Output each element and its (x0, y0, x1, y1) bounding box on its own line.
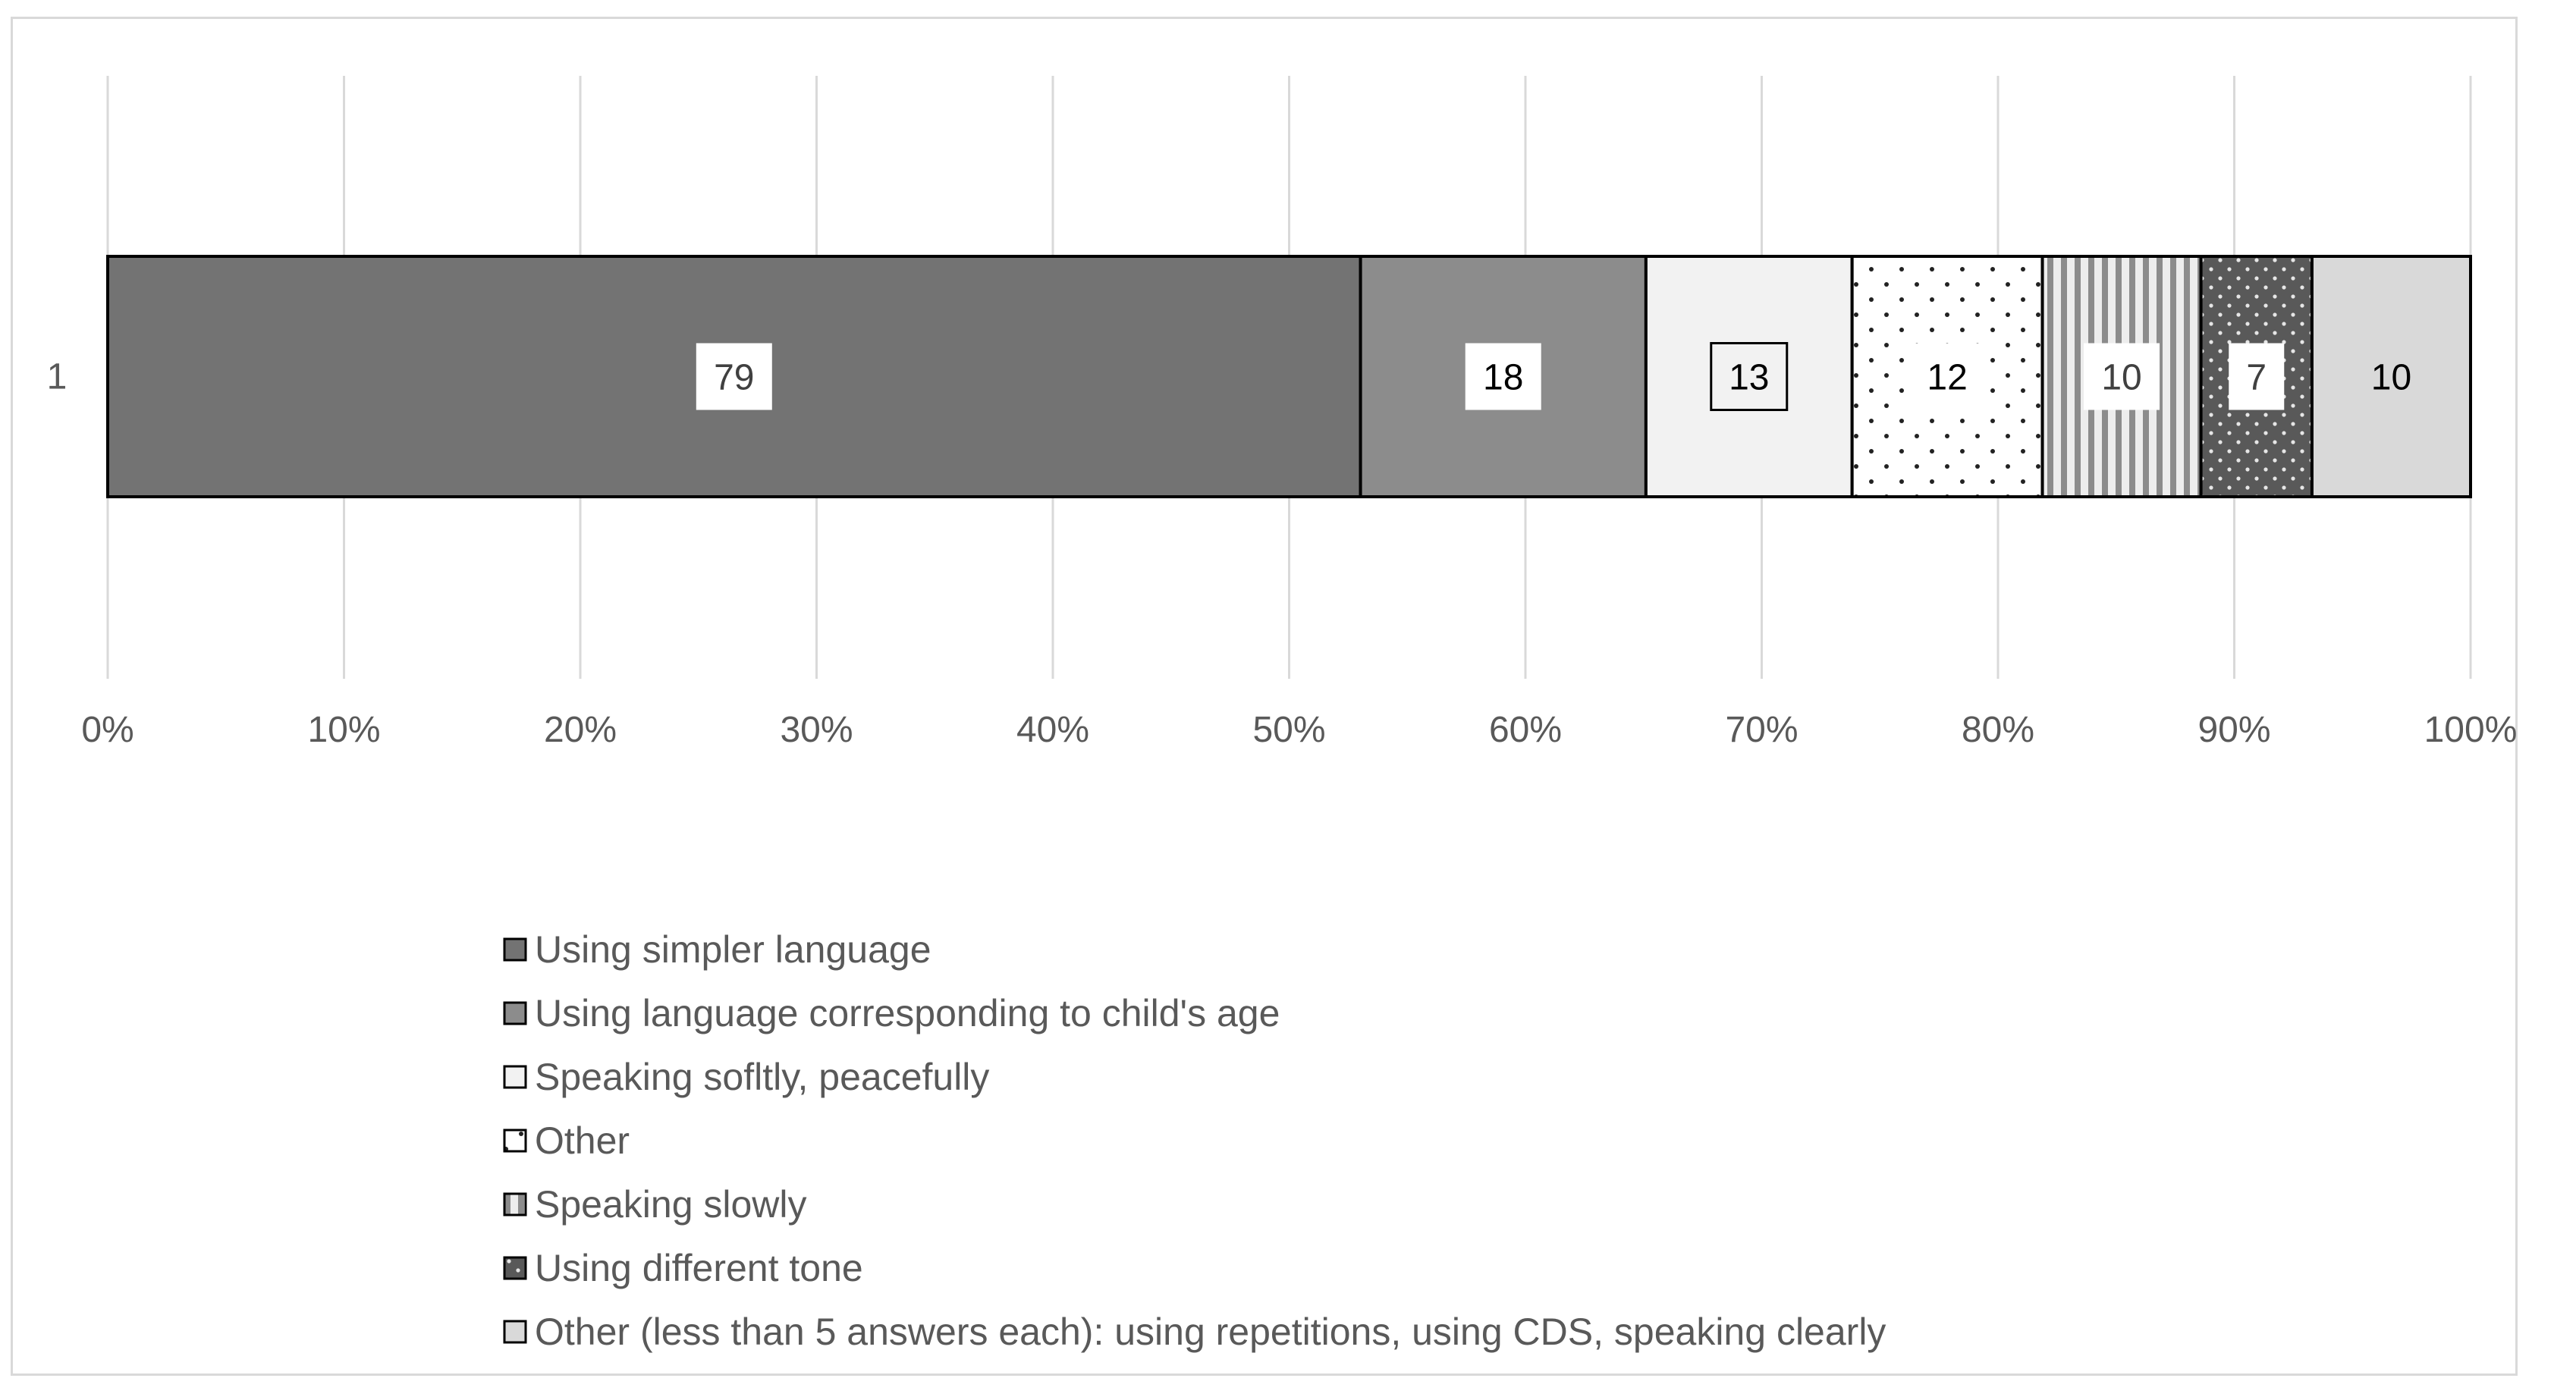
x-axis: 0% 10% 20% 30% 40% 50% 60% 70% 80% 90% 100% 1 (47, 357, 2518, 751)
data-label: 7 (2246, 358, 2267, 398)
legend-label: Using simpler language (535, 928, 931, 971)
legend-swatch (503, 937, 527, 962)
x-tick-label: 100% (2424, 710, 2518, 750)
data-label: 79 (714, 358, 754, 398)
data-label: 10 (2371, 358, 2411, 398)
legend-swatch (503, 1256, 527, 1280)
x-tick-label: 20% (544, 710, 617, 750)
data-label-box (2229, 343, 2285, 410)
legend: Using simpler language Using language cor… (503, 928, 1886, 1353)
bar-segment (2199, 255, 2314, 498)
data-label-box (1909, 343, 1986, 410)
x-tick-label: 30% (780, 710, 853, 750)
chart-svg: 79 18 13 12 10 7 10 0% 10% 20% 30% 40% 50% 60% 70% 80%… (47, 76, 2518, 1353)
bar-segment (2310, 255, 2473, 498)
x-tick-label: 60% (1489, 710, 1562, 750)
x-tick-label: 90% (2197, 710, 2270, 750)
data-label-box (696, 343, 772, 410)
x-tick-label: 0% (81, 710, 134, 750)
legend-swatch (503, 1065, 527, 1089)
x-tick-label: 40% (1016, 710, 1089, 750)
legend-swatch (503, 1192, 527, 1216)
x-tick-label: 70% (1725, 710, 1798, 750)
data-label: 10 (2101, 358, 2141, 398)
legend-label: Speaking sofltly, peacefully (535, 1056, 989, 1098)
legend-swatch (503, 1129, 527, 1153)
category-label: 1 (47, 357, 68, 397)
legend-label: Other (less than 5 answers each): using … (535, 1311, 1886, 1353)
legend-label: Using language corresponding to child's … (535, 992, 1280, 1034)
data-label-box (1710, 342, 1789, 411)
data-label: 13 (1729, 358, 1769, 398)
legend-label: Using different tone (535, 1247, 863, 1289)
data-labels: 79 18 13 12 10 7 10 (696, 342, 2411, 411)
data-label-box (2084, 343, 2160, 410)
x-tick-label: 50% (1252, 710, 1325, 750)
data-label: 18 (1483, 358, 1523, 398)
data-label: 12 (1927, 358, 1967, 398)
chart-frame: 79 18 13 12 10 7 10 0% 10% 20% 30% 40% 50% 60% 70% 80%… (11, 17, 2518, 1376)
legend-label: Other (535, 1119, 630, 1162)
legend-swatch (503, 1320, 527, 1344)
legend-swatch (503, 1001, 527, 1025)
x-tick-label: 10% (307, 710, 380, 750)
legend-label: Speaking slowly (535, 1183, 807, 1226)
data-label-box (1465, 343, 1541, 410)
x-tick-label: 80% (1962, 710, 2034, 750)
